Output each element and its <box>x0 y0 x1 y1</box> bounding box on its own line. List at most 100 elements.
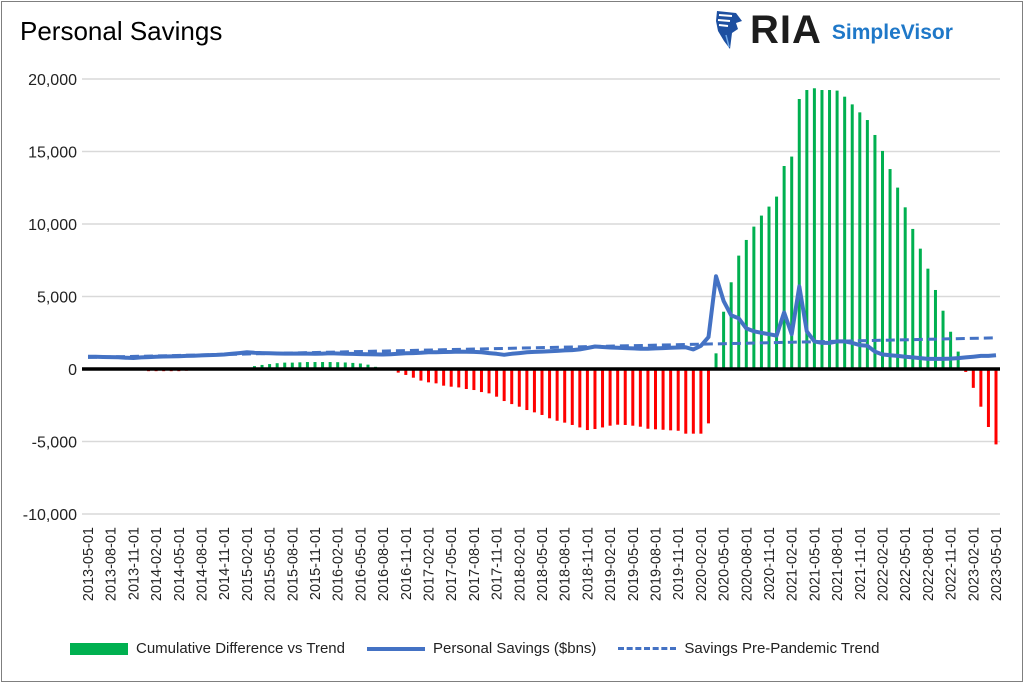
bar <box>714 353 718 369</box>
x-tick-label: 2020-05-01 <box>717 527 733 601</box>
bar <box>684 369 688 434</box>
personal-savings-line <box>87 274 997 361</box>
x-tick-label: 2020-02-01 <box>694 527 710 601</box>
bar <box>290 362 294 369</box>
y-tick-label: 15,000 <box>28 145 77 162</box>
bar <box>835 90 839 369</box>
y-tick-label: 20,000 <box>28 72 77 89</box>
bar <box>903 207 907 369</box>
legend-swatch-dashed <box>618 647 677 650</box>
x-tick-label: 2020-08-01 <box>739 527 755 601</box>
bar <box>570 369 574 425</box>
x-tick-label: 2022-02-01 <box>876 527 892 601</box>
x-tick-label: 2014-02-01 <box>149 527 165 601</box>
bar <box>820 90 824 370</box>
x-tick-label: 2017-08-01 <box>467 527 483 601</box>
bar <box>321 362 325 369</box>
bar <box>994 369 998 445</box>
bar <box>313 362 317 369</box>
bar <box>722 311 726 369</box>
bar <box>971 369 975 388</box>
bar <box>873 134 877 369</box>
bar <box>502 369 506 402</box>
bar <box>805 90 809 370</box>
legend: Cumulative Difference vs Trend Personal … <box>70 640 902 657</box>
bar <box>343 362 347 369</box>
bar <box>828 90 832 370</box>
bar <box>268 364 272 369</box>
x-tick-label: 2015-05-01 <box>263 527 279 601</box>
bar <box>442 369 446 386</box>
ria-simplevisor-logo: RIA SimpleVisor <box>714 8 953 52</box>
bar <box>949 331 953 369</box>
legend-item-personal-savings: Personal Savings ($bns) <box>366 640 597 657</box>
x-tick-label: 2021-02-01 <box>785 527 801 601</box>
x-tick-label: 2016-05-01 <box>353 527 369 601</box>
y-tick-label: 5,000 <box>37 290 77 307</box>
x-tick-label: 2017-11-01 <box>490 527 506 600</box>
x-tick-label: 2021-05-01 <box>807 527 823 601</box>
bar <box>782 166 786 369</box>
bar <box>676 369 680 431</box>
bar <box>487 369 491 394</box>
bar <box>933 289 937 369</box>
legend-label: Savings Pre-Pandemic Trend <box>684 640 880 657</box>
bar <box>601 369 605 428</box>
bar <box>457 369 461 388</box>
bar <box>691 369 695 434</box>
bar <box>926 268 930 369</box>
bar <box>616 369 620 425</box>
x-tick-label: 2017-02-01 <box>422 527 438 601</box>
x-tick-label: 2017-05-01 <box>444 527 460 601</box>
bar <box>351 362 355 369</box>
bar <box>918 248 922 369</box>
x-tick-label: 2018-11-01 <box>580 527 596 600</box>
bar <box>812 88 816 369</box>
bar <box>979 369 983 407</box>
bar <box>669 369 673 431</box>
x-tick-label: 2015-02-01 <box>240 527 256 601</box>
bar <box>540 369 544 415</box>
bar <box>260 364 264 369</box>
bar <box>275 363 279 369</box>
bar <box>555 369 559 421</box>
bar <box>865 120 869 369</box>
bar <box>858 112 862 369</box>
x-tick-label: 2016-11-01 <box>399 527 415 600</box>
bar <box>517 369 521 407</box>
bar <box>427 369 430 383</box>
bar <box>706 369 710 424</box>
bar <box>729 282 733 369</box>
x-tick-label: 2013-08-01 <box>104 527 120 601</box>
bar <box>759 215 763 369</box>
bar <box>464 369 468 390</box>
bar <box>850 104 854 369</box>
x-tick-label: 2021-11-01 <box>853 527 869 600</box>
bar <box>328 362 332 369</box>
bar <box>631 369 635 426</box>
bar <box>797 99 801 369</box>
bar <box>411 369 415 378</box>
x-tick-label: 2014-11-01 <box>217 527 233 600</box>
bar <box>578 369 582 428</box>
bar <box>608 369 612 426</box>
bar <box>563 369 567 423</box>
bar <box>305 362 309 369</box>
bar <box>646 369 650 429</box>
bar <box>532 369 536 413</box>
bar <box>744 239 748 369</box>
legend-item-cumulative-difference: Cumulative Difference vs Trend <box>70 640 345 657</box>
legend-swatch-line <box>366 646 425 651</box>
bar <box>623 369 627 425</box>
legend-label: Personal Savings ($bns) <box>432 640 597 657</box>
y-tick-label: 0 <box>68 362 77 379</box>
x-tick-label: 2016-02-01 <box>331 527 347 601</box>
x-tick-label: 2018-05-01 <box>535 527 551 601</box>
chart-title: Personal Savings <box>20 16 223 46</box>
bar <box>896 187 900 369</box>
bar <box>843 96 847 369</box>
x-tick-label: 2018-08-01 <box>558 527 574 601</box>
x-tick-label: 2013-05-01 <box>81 527 97 601</box>
bar <box>654 369 657 430</box>
logo-ria-text: RIA <box>750 7 822 52</box>
